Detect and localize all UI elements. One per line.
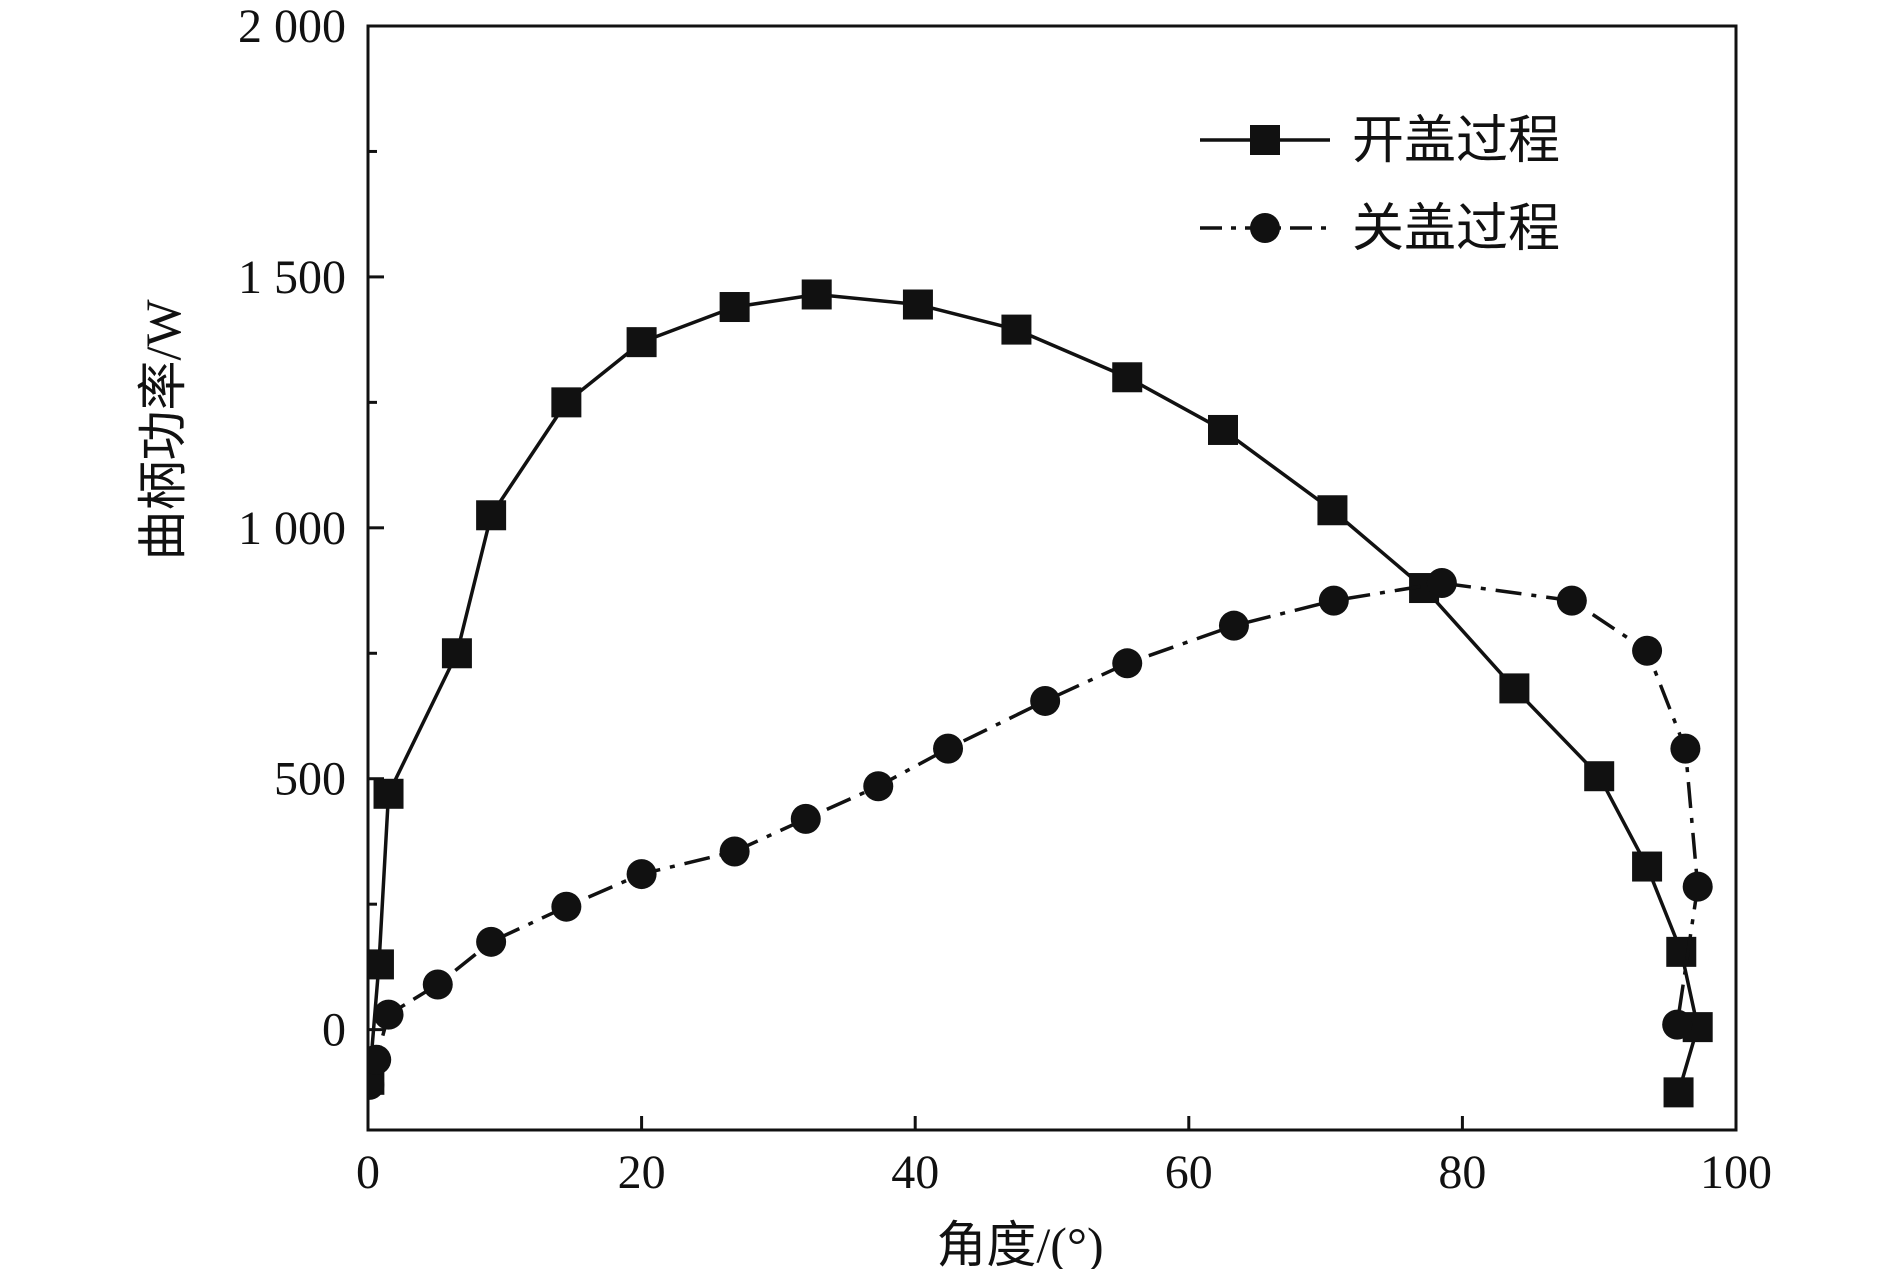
series-1-point-18: [1632, 851, 1663, 882]
series-2-point-8: [719, 836, 750, 867]
series-1-point-19: [1666, 936, 1697, 967]
series-2-point-5: [476, 926, 507, 957]
legend-label-2: 关盖过程: [1352, 201, 1560, 258]
series-2: [368, 568, 1713, 1100]
y-tick-label-500: 500: [274, 753, 346, 806]
series-2-point-18: [1632, 635, 1663, 666]
series-1-point-4: [441, 638, 472, 669]
series-1-point-12: [1112, 362, 1143, 393]
y-axis-title: 曲柄功率/W: [135, 299, 191, 561]
series-2-point-11: [933, 733, 964, 764]
series-2-point-10: [863, 771, 894, 802]
series-1-point-7: [626, 327, 657, 358]
series-1: [368, 279, 1713, 1108]
series-2-point-21: [1662, 1009, 1693, 1040]
legend-label-1: 开盖过程: [1352, 113, 1560, 170]
series-2-point-3: [373, 999, 404, 1030]
series-2-line: [368, 581, 1700, 1086]
legend-marker-2: [1250, 213, 1280, 243]
series-2-point-1: [368, 1069, 385, 1100]
series-2-point-12: [1030, 685, 1061, 716]
plot-frame: [366, 24, 1738, 1132]
series-2-point-7: [626, 859, 657, 890]
series-1-point-13: [1208, 414, 1238, 445]
series-1-point-11: [1001, 314, 1032, 345]
x-tick-label-100: 100: [1700, 1146, 1772, 1199]
series-2-point-2: [368, 1044, 392, 1075]
series-1-point-5: [476, 500, 507, 531]
series-layer: [368, 279, 1713, 1108]
x-tick-label-40: 40: [891, 1146, 939, 1199]
series-1-point-3: [373, 778, 404, 809]
series-1-point-2: [368, 949, 394, 980]
x-tick-label-0: 0: [356, 1146, 380, 1199]
x-tick-label-60: 60: [1165, 1146, 1213, 1199]
series-1-point-14: [1317, 495, 1348, 526]
series-2-point-6: [551, 891, 582, 922]
series-2-point-20: [1682, 871, 1713, 902]
series-2-point-13: [1112, 648, 1143, 679]
series-2-point-14: [1218, 610, 1249, 641]
series-1-point-17: [1584, 761, 1615, 792]
legend-marker-1: [1250, 125, 1280, 155]
series-1-point-16: [1499, 673, 1530, 704]
series-1-point-10: [902, 289, 933, 320]
series-2-point-17: [1556, 585, 1587, 616]
y-tick-label-2000: 2 000: [238, 0, 346, 53]
series-1-point-6: [551, 387, 582, 418]
y-tick-label-0: 0: [322, 1004, 346, 1057]
series-2-point-4: [422, 969, 453, 1000]
x-tick-label-20: 20: [618, 1146, 666, 1199]
series-2-point-16: [1426, 568, 1457, 599]
plot-frame-layer: [366, 24, 1738, 1132]
y-tick-label-1000: 1 000: [238, 502, 346, 555]
x-tick-label-80: 80: [1438, 1146, 1486, 1199]
series-1-point-8: [719, 292, 750, 323]
x-axis-title: 角度/(°): [936, 1217, 1103, 1269]
series-2-point-15: [1318, 585, 1349, 616]
series-1-point-21: [1663, 1077, 1694, 1108]
series-1-point-9: [801, 279, 832, 310]
series-2-point-9: [790, 803, 821, 834]
y-tick-label-1500: 1 500: [238, 251, 346, 304]
series-2-point-19: [1670, 733, 1701, 764]
